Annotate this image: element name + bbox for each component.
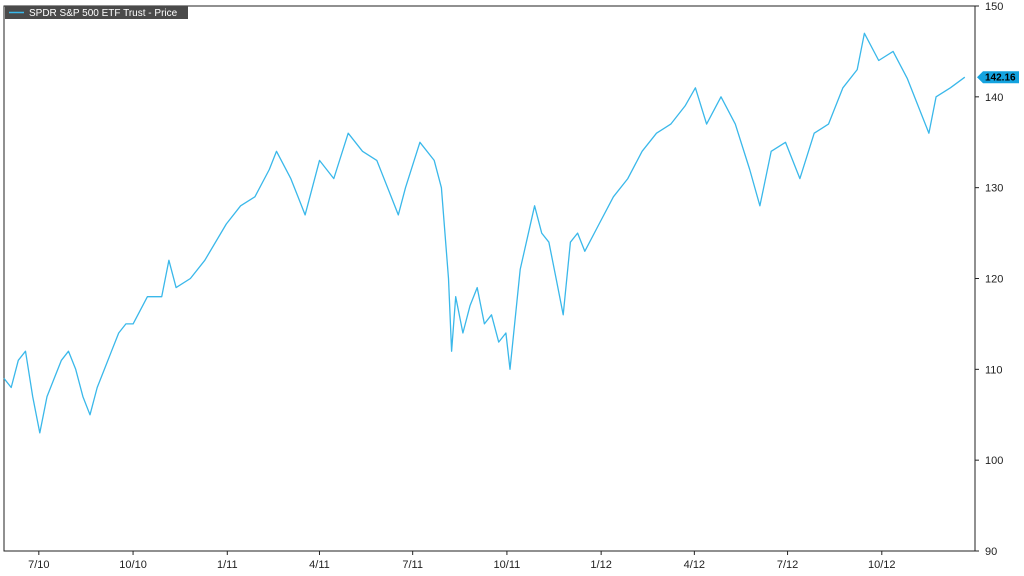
x-tick-label: 10/12 <box>868 559 896 571</box>
x-tick-label: 7/10 <box>28 559 49 571</box>
legend-box <box>5 6 188 19</box>
y-tick-label: 140 <box>985 92 1003 104</box>
x-tick-label: 7/11 <box>402 559 423 571</box>
y-tick-label: 110 <box>985 364 1003 376</box>
y-tick-label: 130 <box>985 183 1003 195</box>
series-line <box>3 32 966 434</box>
x-tick-label: 4/12 <box>684 559 705 571</box>
last-value-badge: 142.16 <box>977 71 1019 84</box>
x-axis: 7/10 10/10 1/11 4/11 7/11 10/11 1/12 4/12 7/12 10… <box>28 551 896 571</box>
x-tick-label: 1/12 <box>590 559 611 571</box>
x-tick-label: 4/11 <box>309 559 330 571</box>
y-tick-label: 100 <box>985 455 1003 467</box>
y-axis: 90 100 110 120 130 140 150 <box>975 1 1003 558</box>
plot-frame <box>3 5 976 552</box>
x-tick-label: 7/12 <box>777 559 798 571</box>
x-tick-label: 10/10 <box>119 559 147 571</box>
y-tick-label: 150 <box>985 1 1003 13</box>
x-tick-label: 1/11 <box>217 559 238 571</box>
last-value-marker <box>977 71 1019 84</box>
y-tick-label: 90 <box>985 546 997 558</box>
x-tick-label: 10/11 <box>494 559 521 571</box>
y-tick-label: 120 <box>985 274 1003 286</box>
legend-label: SPDR S&P 500 ETF Trust - Price <box>29 8 178 19</box>
series-layer <box>3 32 966 434</box>
legend: SPDR S&P 500 ETF Trust - Price <box>5 6 188 19</box>
last-value-label: 142.16 <box>985 73 1016 84</box>
